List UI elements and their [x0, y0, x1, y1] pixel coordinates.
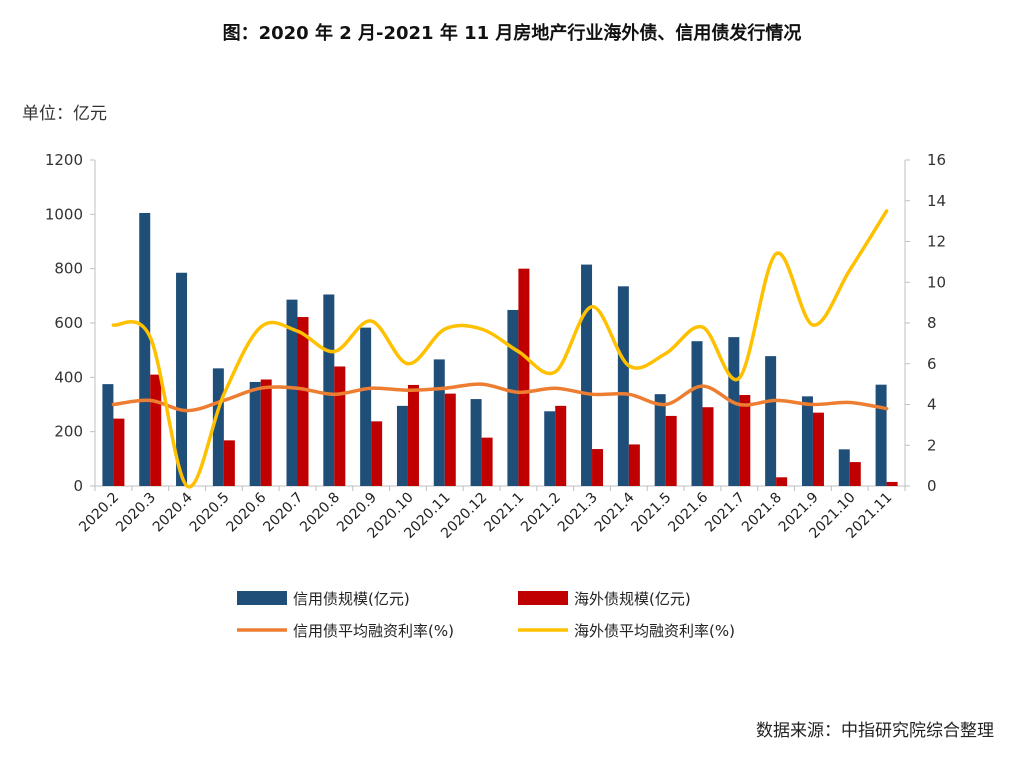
credit-bond-bar: [654, 394, 666, 486]
y-right-tick-label: 12: [927, 233, 946, 251]
y-left-tick-label: 400: [54, 368, 83, 386]
overseas-bond-bar: [371, 421, 383, 486]
y-right-tick-label: 6: [927, 355, 937, 373]
overseas-bond-bar: [592, 449, 604, 486]
credit-rate-line: [111, 382, 889, 413]
overseas-bond-bar: [886, 481, 898, 486]
y-right-tick-label: 14: [927, 192, 946, 210]
x-tick-label: 2020.6: [224, 489, 270, 535]
credit-bond-bar: [544, 411, 556, 486]
overseas-bond-bar: [223, 440, 235, 486]
y-right-tick-label: 0: [927, 477, 937, 495]
legend-credit-bar-label: 信用债规模(亿元): [293, 590, 410, 608]
y-right-tick-label: 10: [927, 273, 946, 291]
overseas-bond-bar: [739, 394, 751, 486]
credit-bond-bar: [728, 337, 740, 486]
overseas-bond-bar: [702, 407, 714, 486]
y-right-tick-label: 2: [927, 436, 937, 454]
credit-bond-bar: [691, 341, 703, 486]
y-right-tick-label: 8: [927, 314, 937, 332]
credit-bond-bar: [139, 212, 151, 486]
overseas-bond-bar: [628, 444, 640, 486]
x-tick-label: 2020.2: [76, 490, 122, 536]
credit-bond-bar: [507, 309, 519, 486]
overseas-bond-bar: [481, 437, 493, 486]
y-left-tick-label: 600: [54, 314, 83, 332]
credit-bond-bar: [838, 449, 850, 486]
credit-bond-bar: [396, 405, 408, 486]
credit-bond-bar: [581, 264, 593, 486]
overseas-bond-bar: [555, 405, 567, 486]
legend-credit-rate-label: 信用债平均融资利率(%): [293, 622, 454, 640]
unit-label: 单位：亿元: [22, 104, 107, 124]
credit-bond-bar: [617, 286, 629, 486]
overseas-bond-bar: [812, 412, 824, 486]
credit-bond-bar: [433, 359, 445, 486]
overseas-bond-bar: [518, 268, 530, 486]
overseas-bond-bar: [113, 418, 125, 486]
legend-overseas-bar-label: 海外债规模(亿元): [574, 590, 691, 608]
x-tick-label: 2021.1: [481, 490, 527, 536]
chart-title: 图：2020 年 2 月-2021 年 11 月房地产行业海外债、信用债发行情况: [222, 23, 802, 44]
x-tick-label: 2021.4: [592, 489, 638, 535]
credit-bond-bar: [102, 384, 114, 486]
x-tick-label: 2020.3: [113, 490, 159, 536]
x-tick-label: 2020.8: [297, 490, 343, 536]
y-left-tick-label: 800: [54, 260, 83, 278]
x-tick-label: 2021.6: [665, 489, 711, 535]
y-left-tick-label: 1000: [45, 205, 83, 223]
x-tick-label: 2021.5: [629, 490, 675, 536]
overseas-rate-line: [111, 209, 889, 489]
x-tick-label: 2021.2: [518, 490, 564, 536]
overseas-bond-bar: [444, 393, 456, 486]
x-tick-label: 2020.7: [260, 490, 306, 536]
x-tick-label: 2021.8: [739, 490, 785, 536]
y-left-tick-label: 200: [54, 423, 83, 441]
overseas-bond-bar: [849, 462, 861, 486]
source-note: 数据来源：中指研究院综合整理: [756, 721, 994, 741]
legend-overseas-rate-label: 海外债平均融资利率(%): [574, 622, 735, 640]
overseas-bond-bar: [150, 374, 162, 486]
legend-credit-bar-swatch: [237, 591, 287, 605]
credit-bond-bar: [765, 356, 777, 486]
credit-bond-bar: [249, 381, 261, 486]
overseas-bond-bar: [407, 384, 419, 486]
y-right-tick-label: 4: [927, 396, 937, 414]
legend-overseas-bar-swatch: [518, 591, 568, 605]
y-right-tick-label: 16: [927, 151, 946, 169]
plot-layer: 0 200 400 600 800 1000 1200 0 2 4 6 8 10 12 14 16 2020.2…: [45, 151, 946, 542]
x-tick-label: 2020.5: [187, 490, 233, 536]
credit-bond-bar: [323, 294, 335, 486]
overseas-bond-bar: [297, 317, 309, 486]
credit-bond-bar: [470, 399, 482, 486]
overseas-bond-bar: [260, 379, 272, 486]
x-tick-label: 2020.4: [150, 489, 196, 535]
x-tick-label: 2021.7: [702, 490, 748, 536]
credit-bond-bar: [212, 368, 224, 486]
y-left-tick-label: 1200: [45, 151, 83, 169]
credit-bond-bar: [875, 384, 887, 486]
credit-bond-bar: [176, 272, 188, 486]
credit-bond-bar: [286, 299, 298, 486]
x-tick-label: 2021.3: [555, 490, 601, 536]
overseas-bond-bar: [665, 415, 677, 486]
overseas-bond-bar: [334, 366, 346, 486]
overseas-bond-bar: [776, 477, 788, 486]
y-left-tick-label: 0: [73, 477, 83, 495]
credit-bond-bar: [360, 327, 372, 486]
credit-bond-bar: [801, 396, 813, 486]
legend: 信用债规模(亿元) 海外债规模(亿元) 信用债平均融资利率(%) 海外债平均融资利率(…: [237, 590, 735, 640]
